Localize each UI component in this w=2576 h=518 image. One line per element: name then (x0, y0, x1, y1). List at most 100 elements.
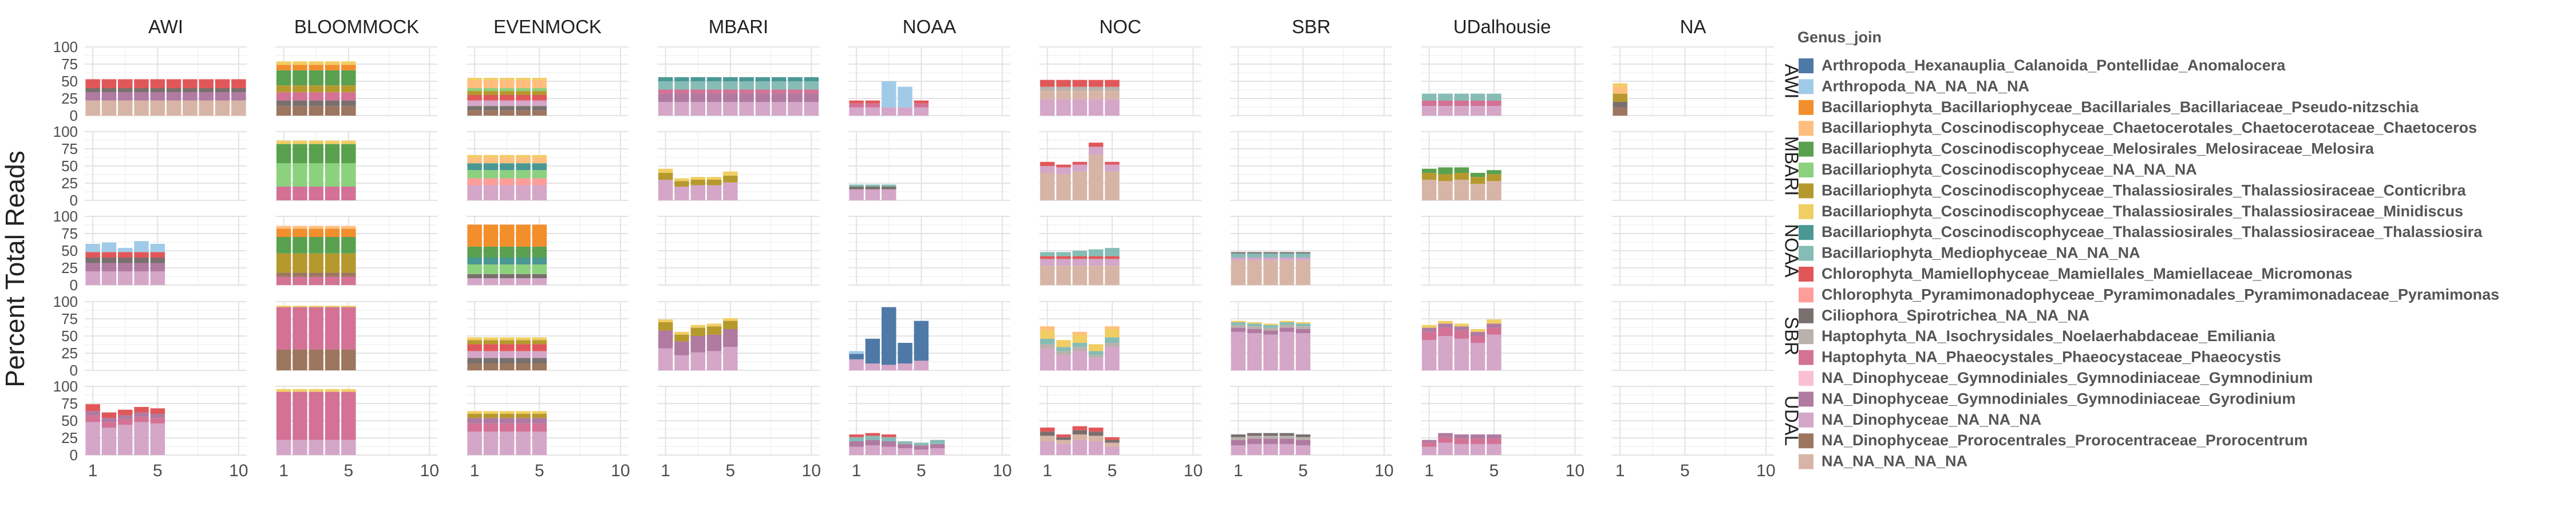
bar-segment (1421, 340, 1437, 370)
bar-segment (1438, 181, 1453, 200)
bar-segment (309, 163, 323, 187)
bar-segment (483, 185, 499, 200)
y-tick-label: 0 (70, 192, 78, 209)
bar-segment (500, 358, 515, 363)
bar-segment (341, 253, 356, 273)
bar-segment (739, 89, 754, 94)
bar-segment (483, 278, 499, 285)
bar-segment (483, 78, 499, 80)
bar-segment (1279, 444, 1294, 455)
legend-entry-label: NA_Dinophyceae_Prorocentrales_Prorocentr… (1822, 432, 2308, 449)
bar-segment (1088, 86, 1104, 91)
y-tick-label: 25 (61, 175, 78, 192)
bar-segment (1613, 107, 1627, 116)
bar-segment (276, 65, 291, 70)
bar-segment (134, 422, 149, 455)
bar-segment (293, 106, 307, 116)
bar-segment (325, 253, 340, 273)
legend-title: Genus_join (1797, 29, 1882, 46)
bar-segment (658, 322, 673, 331)
bar-segment (325, 306, 340, 307)
bar-segment (1470, 106, 1485, 116)
bar-segment (1088, 155, 1104, 200)
bar-segment (1056, 256, 1071, 259)
bar-segment (483, 423, 499, 432)
bar-segment (516, 418, 531, 424)
bar-segment (1263, 330, 1278, 335)
bar-segment (199, 88, 214, 93)
bar-segment (1454, 323, 1469, 327)
bar-segment (1454, 444, 1469, 455)
bar-segment (150, 271, 165, 285)
bar-segment (849, 107, 864, 116)
legend-entry-label: Chlorophyta_Pyramimonadophyceae_Pyramimo… (1822, 286, 2499, 303)
bar-segment (1438, 323, 1453, 328)
bar-segment (690, 325, 705, 328)
bar-segment (882, 365, 896, 370)
bar-segment (483, 246, 499, 258)
bar-segment (500, 95, 515, 101)
bar-segment (150, 258, 165, 263)
bar-segment (706, 89, 722, 94)
bar-segment (101, 242, 117, 252)
bar-segment (1088, 432, 1104, 436)
x-tick-label: 5 (726, 461, 736, 480)
bar-segment (276, 140, 291, 144)
bar-segment (85, 271, 100, 285)
bar-segment (150, 263, 165, 271)
bar-segment (532, 224, 547, 247)
bar-segment (1279, 258, 1294, 260)
bar-segment (516, 258, 531, 264)
bar-segment (1088, 344, 1104, 351)
bar-segment (690, 81, 705, 90)
legend-entry-label: Ciliophora_Spirotrichea_NA_NA_NA (1822, 307, 2089, 324)
label-layer: AWI BLOOMMOCK EVENMOCK MBARI NOAA NOC SBR UDalh… (53, 16, 1803, 480)
bar-segment (898, 448, 912, 455)
legend-entry-label: Bacillariophyta_Bacillariophyceae_Bacill… (1822, 98, 2419, 116)
bar-segment (1040, 348, 1055, 370)
bar-segment (483, 351, 499, 358)
bar-segment (1454, 106, 1469, 116)
bar-segment (516, 163, 531, 171)
bar-segment (293, 392, 307, 440)
bar-segment (150, 414, 165, 418)
bar-segment (1487, 106, 1502, 116)
bar-segment (1295, 252, 1311, 254)
legend-swatch (1799, 371, 1814, 386)
bar-segment (1072, 161, 1087, 165)
bar-segment (134, 407, 149, 413)
bar-segment (467, 185, 482, 200)
bar-segment (1279, 253, 1294, 258)
bar-segment (483, 337, 499, 341)
bar-segment (532, 278, 547, 285)
bar-segment (309, 276, 323, 285)
bar-segment (500, 344, 515, 351)
bar-segment (1279, 260, 1294, 285)
bar-segment (804, 81, 819, 90)
bar-segment (215, 100, 230, 116)
bar-segment (1263, 327, 1278, 331)
bar-segment (1613, 93, 1627, 102)
bar-segment (166, 79, 181, 88)
bar-segment (1105, 343, 1120, 347)
bar-segment (532, 411, 547, 414)
bar-segment (1247, 260, 1262, 285)
bar-segment (914, 361, 929, 370)
bar-segment (341, 272, 356, 277)
bar-segment (276, 389, 291, 392)
bar-segment (1279, 436, 1294, 439)
bar-segment (1040, 330, 1055, 339)
bar-segment (483, 224, 499, 247)
bar-segment (325, 228, 340, 237)
legend-swatch (1799, 287, 1814, 303)
bar-segment (101, 271, 117, 285)
bar-segment (467, 178, 482, 185)
bar-segment (500, 340, 515, 345)
bar-segment (134, 258, 149, 263)
bar-segment (500, 264, 515, 274)
bar-segment (325, 272, 340, 277)
bar-segment (1231, 327, 1246, 332)
bar-segment (1105, 248, 1120, 256)
y-tick-label: 100 (53, 293, 78, 310)
bar-segment (293, 61, 307, 65)
